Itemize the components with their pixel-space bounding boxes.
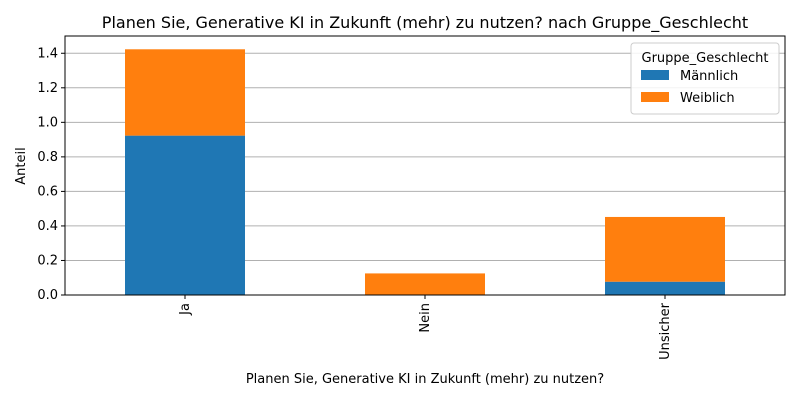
y-axis-label: Anteil	[14, 147, 29, 184]
y-tick-label: 1.4	[37, 46, 58, 61]
y-tick-label: 1.2	[37, 81, 58, 96]
bar-segment	[605, 216, 725, 282]
legend-title: Gruppe_Geschlecht	[642, 51, 769, 66]
y-tick-label: 0.8	[37, 150, 58, 165]
x-tick-label: Ja	[178, 303, 193, 316]
legend-swatch	[641, 92, 669, 102]
chart-title: Planen Sie, Generative KI in Zukunft (me…	[102, 13, 748, 33]
y-tick-label: 0.4	[37, 219, 58, 234]
x-tick-label: Unsicher	[658, 302, 673, 360]
x-axis-label: Planen Sie, Generative KI in Zukunft (me…	[246, 372, 604, 387]
y-tick-label: 0.0	[37, 288, 58, 303]
bars	[125, 49, 725, 295]
bar-segment	[365, 273, 485, 295]
legend-label: Männlich	[680, 69, 738, 84]
legend-swatch	[641, 70, 669, 80]
x-tick-label: Nein	[418, 303, 433, 333]
y-tick-label: 0.2	[37, 253, 58, 268]
legend: Gruppe_Geschlecht Männlich Weiblich	[630, 42, 780, 115]
y-axis: 0.0 0.2 0.4 0.6 0.8 1.0 1.2 1.4	[37, 46, 65, 303]
bar-segment	[125, 135, 245, 295]
bar-segment	[125, 49, 245, 136]
bar-segment	[605, 281, 725, 295]
legend-label: Weiblich	[680, 91, 735, 106]
x-axis: Ja Nein Unsicher	[178, 295, 673, 360]
y-tick-label: 0.6	[37, 184, 58, 199]
y-tick-label: 1.0	[37, 115, 58, 130]
